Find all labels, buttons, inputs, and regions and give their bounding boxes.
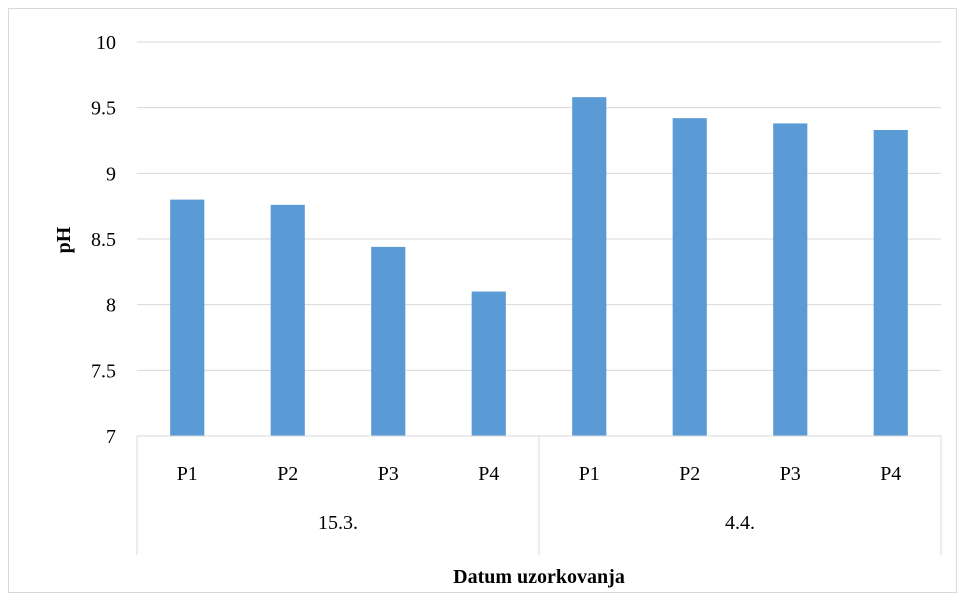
bars <box>170 97 908 436</box>
bar <box>873 129 908 436</box>
x-tick-label: P2 <box>277 463 298 485</box>
bar <box>572 97 607 436</box>
bar <box>371 246 406 436</box>
y-tick-label: 10 <box>96 32 116 54</box>
y-tick-labels: 7 7.5 8 8.5 9 9.5 10 <box>91 32 116 448</box>
x-axis-title: Datum uzorkovanja <box>453 566 625 588</box>
x-tick-label: P3 <box>780 463 801 485</box>
x-group-label: 15.3. <box>318 512 358 534</box>
y-tick-label: 7 <box>106 426 116 448</box>
x-tick-label: P1 <box>579 463 600 485</box>
y-tick-label: 9 <box>106 163 116 185</box>
bar <box>270 204 305 436</box>
y-tick-label: 8 <box>106 295 116 317</box>
x-tick-label: P4 <box>478 463 499 485</box>
y-tick-label: 7.5 <box>91 360 116 382</box>
y-axis-title: pH <box>53 226 75 253</box>
bar <box>170 199 205 436</box>
y-tick-label: 8.5 <box>91 229 116 251</box>
x-tick-label: P2 <box>679 463 700 485</box>
x-tick-label: P1 <box>177 463 198 485</box>
x-axis: P1 P2 P3 P4 15.3. P1 P2 P3 P4 4.4. <box>136 435 942 555</box>
bar <box>672 118 707 436</box>
x-tick-label: P3 <box>378 463 399 485</box>
bar <box>773 123 808 436</box>
y-tick-label: 9.5 <box>91 98 116 120</box>
x-tick-label: P4 <box>880 463 901 485</box>
x-group-label: 4.4. <box>725 512 755 534</box>
gridlines <box>137 41 941 371</box>
bar <box>471 291 506 436</box>
